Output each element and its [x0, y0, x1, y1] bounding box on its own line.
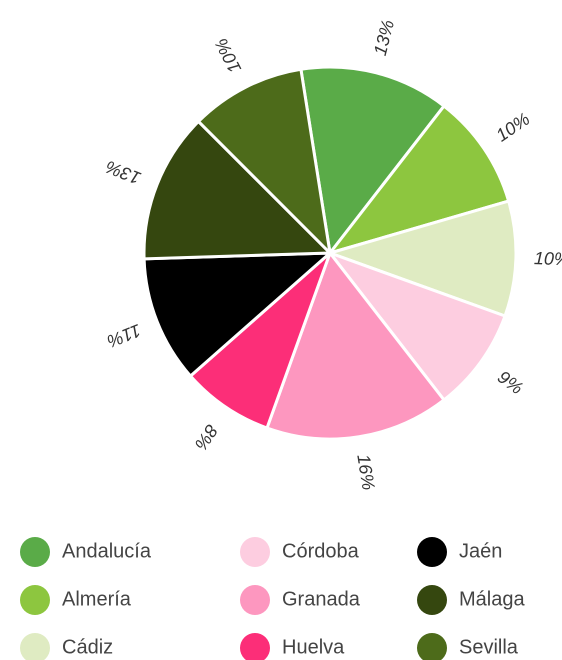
pie-slice — [142, 119, 334, 261]
legend-swatch — [240, 633, 270, 660]
slice-label: 10% — [211, 35, 245, 76]
slice-label: 11% — [104, 320, 144, 351]
pie-slice — [142, 251, 335, 379]
legend-label: Andalucía — [62, 540, 152, 562]
legend-swatch — [417, 585, 447, 615]
legend-label: Jaén — [459, 540, 502, 562]
legend-swatch — [240, 537, 270, 567]
legend-swatch — [240, 585, 270, 615]
legend-label: Málaga — [459, 588, 525, 610]
slice-label: 10% — [492, 109, 533, 146]
slice-label: 13% — [103, 157, 144, 189]
legend-label: Cádiz — [62, 636, 113, 658]
legend-label: Huelva — [282, 636, 345, 658]
legend-label: Granada — [282, 588, 361, 610]
pie-slice — [325, 103, 511, 256]
legend-swatch — [20, 633, 50, 660]
slice-label: 10% — [534, 248, 562, 269]
legend-swatch — [417, 537, 447, 567]
pie-slice — [299, 65, 447, 257]
legend-swatch — [20, 585, 50, 615]
legend-swatch — [20, 537, 50, 567]
slice-label: 16% — [353, 453, 378, 492]
pie-slice — [325, 199, 518, 318]
slice-label: 9% — [494, 367, 527, 398]
pie-slice — [196, 67, 333, 258]
slice-label: 8% — [191, 421, 222, 454]
pie-slice — [265, 249, 447, 441]
legend-label: Almería — [62, 588, 132, 610]
legend-swatch — [417, 633, 447, 660]
slice-label: 13% — [370, 18, 398, 58]
legend-label: Córdoba — [282, 540, 360, 562]
pie-slice — [188, 251, 332, 430]
pie-slice — [325, 249, 507, 403]
legend-label: Sevilla — [459, 636, 519, 658]
